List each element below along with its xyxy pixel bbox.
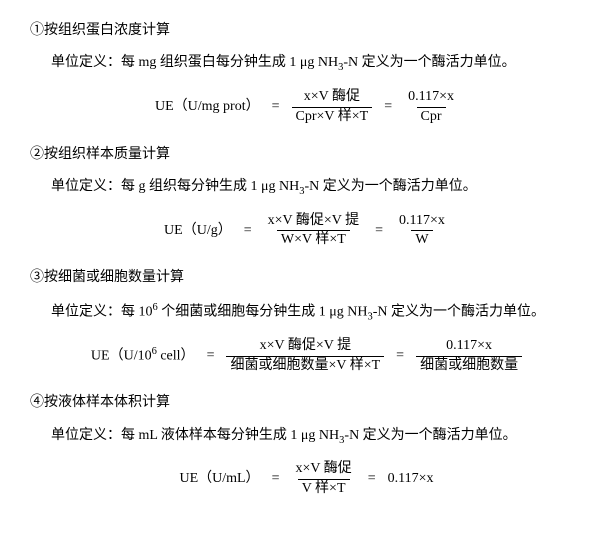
section-liquid: ④按液体样本体积计算 单位定义：每 mL 液体样本每分钟生成 1 μg NH3-… — [30, 392, 583, 498]
definition-1: 单位定义：每 mg 组织蛋白每分钟生成 1 μg NH3-N 定义为一个酶活力单… — [30, 52, 583, 77]
equals-sign: = — [371, 220, 387, 242]
section-cell: ③按细菌或细胞数量计算 单位定义：每 106 个细菌或细胞每分钟生成 1 μg … — [30, 267, 583, 374]
formula-label: UE（U/mL） — [179, 468, 259, 490]
definition-3: 单位定义：每 106 个细菌或细胞每分钟生成 1 μg NH3-N 定义为一个酶… — [30, 300, 583, 326]
fraction-4a: x×V 酶促 V 样×T — [291, 461, 355, 498]
formula-label: UE（U/mg prot） — [155, 96, 260, 118]
fraction-3b: 0.117×x 细菌或细胞数量 — [416, 338, 522, 375]
heading-2: ②按组织样本质量计算 — [30, 144, 583, 166]
definition-4: 单位定义：每 mL 液体样本每分钟生成 1 μg NH3-N 定义为一个酶活力单… — [30, 425, 583, 450]
section-protein: ①按组织蛋白浓度计算 单位定义：每 mg 组织蛋白每分钟生成 1 μg NH3-… — [30, 20, 583, 126]
formula-2: UE（U/g） = x×V 酶促×V 提 W×V 样×T = 0.117×x W — [30, 213, 583, 250]
equals-sign: = — [203, 345, 219, 367]
formula-1: UE（U/mg prot） = x×V 酶促 Cpr×V 样×T = 0.117… — [30, 89, 583, 126]
fraction-2b: 0.117×x W — [395, 213, 449, 250]
heading-1: ①按组织蛋白浓度计算 — [30, 20, 583, 42]
fraction-2a: x×V 酶促×V 提 W×V 样×T — [264, 213, 364, 250]
equals-sign: = — [240, 220, 256, 242]
fraction-3a: x×V 酶促×V 提 细菌或细胞数量×V 样×T — [226, 338, 384, 375]
formula-label: UE（U/106 cell） — [91, 344, 195, 368]
formula-3: UE（U/106 cell） = x×V 酶促×V 提 细菌或细胞数量×V 样×… — [30, 338, 583, 375]
formula-label: UE（U/g） — [164, 220, 232, 242]
equals-sign: = — [380, 96, 396, 118]
formula-tail: 0.117×x — [388, 468, 434, 490]
heading-3: ③按细菌或细胞数量计算 — [30, 267, 583, 289]
equals-sign: = — [364, 468, 380, 490]
equals-sign: = — [268, 468, 284, 490]
section-weight: ②按组织样本质量计算 单位定义：每 g 组织每分钟生成 1 μg NH3-N 定… — [30, 144, 583, 250]
definition-2: 单位定义：每 g 组织每分钟生成 1 μg NH3-N 定义为一个酶活力单位。 — [30, 176, 583, 201]
heading-4: ④按液体样本体积计算 — [30, 392, 583, 414]
equals-sign: = — [392, 345, 408, 367]
fraction-1a: x×V 酶促 Cpr×V 样×T — [292, 89, 373, 126]
formula-4: UE（U/mL） = x×V 酶促 V 样×T = 0.117×x — [30, 461, 583, 498]
fraction-1b: 0.117×x Cpr — [404, 89, 458, 126]
equals-sign: = — [268, 96, 284, 118]
